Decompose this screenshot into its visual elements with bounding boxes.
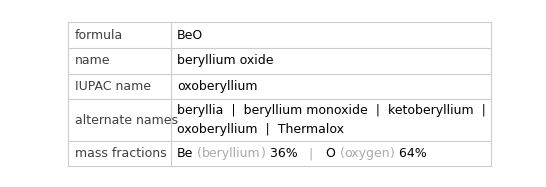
Text: 36%: 36% xyxy=(266,147,298,160)
Text: O: O xyxy=(326,147,336,160)
Text: 64%: 64% xyxy=(395,147,427,160)
Text: (: ( xyxy=(336,147,345,160)
Text: ): ) xyxy=(390,147,395,160)
Text: (: ( xyxy=(193,147,202,160)
Text: oxygen: oxygen xyxy=(345,147,390,160)
Text: formula: formula xyxy=(75,29,123,42)
Text: BeO: BeO xyxy=(177,29,203,42)
Text: beryllium oxide: beryllium oxide xyxy=(177,54,274,67)
Text: ): ) xyxy=(261,147,266,160)
Text: beryllia  |  beryllium monoxide  |  ketoberyllium  |
oxoberyllium  |  Thermalox: beryllia | beryllium monoxide | ketobery… xyxy=(177,104,486,136)
Text: |: | xyxy=(298,147,326,160)
Text: beryllium: beryllium xyxy=(202,147,261,160)
Text: mass fractions: mass fractions xyxy=(75,147,166,160)
Text: name: name xyxy=(75,54,110,67)
Text: oxoberyllium: oxoberyllium xyxy=(177,80,258,93)
Text: alternate names: alternate names xyxy=(75,114,177,127)
Text: IUPAC name: IUPAC name xyxy=(75,80,151,93)
Text: Be: Be xyxy=(177,147,193,160)
